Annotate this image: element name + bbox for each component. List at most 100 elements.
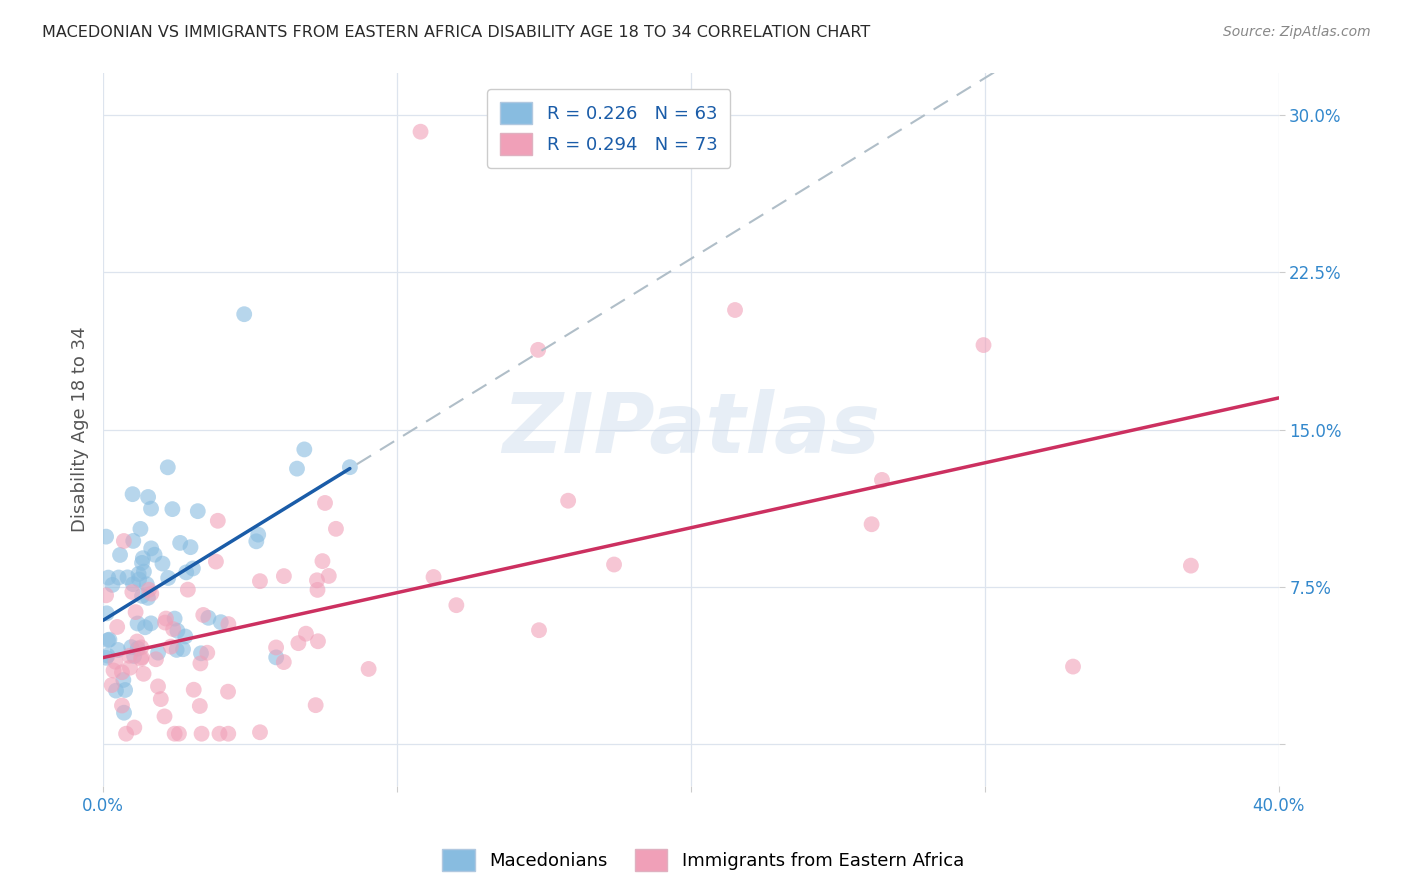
Point — [167, 727, 190, 741]
Point — [177, 582, 200, 597]
Point — [422, 570, 444, 584]
Point — [264, 650, 287, 665]
Point — [127, 616, 149, 631]
Point — [136, 591, 159, 605]
Point — [307, 582, 329, 597]
Point — [162, 622, 184, 636]
Point — [112, 706, 135, 720]
Point — [163, 612, 186, 626]
Point — [153, 615, 176, 630]
Point — [205, 555, 228, 569]
Point — [127, 634, 149, 648]
Point — [527, 343, 550, 357]
Point — [104, 655, 127, 669]
Point — [197, 611, 219, 625]
Point — [162, 502, 184, 516]
Point — [249, 725, 271, 739]
Point — [124, 721, 146, 735]
Text: Source: ZipAtlas.com: Source: ZipAtlas.com — [1223, 25, 1371, 39]
Point — [136, 490, 159, 504]
Point — [339, 460, 361, 475]
Point — [103, 664, 125, 678]
Point — [181, 561, 204, 575]
Point — [247, 527, 270, 541]
Point — [446, 598, 468, 612]
Point — [217, 727, 239, 741]
Point — [207, 514, 229, 528]
Point — [245, 534, 267, 549]
Point — [132, 551, 155, 566]
Point — [557, 493, 579, 508]
Point — [111, 698, 134, 713]
Point — [132, 666, 155, 681]
Point — [179, 540, 201, 554]
Point — [124, 605, 146, 619]
Point — [97, 633, 120, 648]
Point — [94, 650, 117, 665]
Point — [357, 662, 380, 676]
Point — [264, 640, 287, 655]
Point — [190, 727, 212, 741]
Point — [183, 682, 205, 697]
Point — [122, 648, 145, 663]
Point — [217, 617, 239, 632]
Point — [149, 692, 172, 706]
Point — [120, 640, 142, 654]
Point — [129, 522, 152, 536]
Point — [129, 652, 152, 666]
Point — [209, 615, 232, 629]
Point — [153, 709, 176, 723]
Point — [146, 646, 169, 660]
Point — [117, 570, 139, 584]
Point — [107, 570, 129, 584]
Point — [307, 634, 329, 648]
Point — [174, 630, 197, 644]
Point — [314, 496, 336, 510]
Point — [305, 574, 328, 588]
Point — [190, 646, 212, 660]
Point — [97, 571, 120, 585]
Point — [152, 557, 174, 571]
Point — [273, 655, 295, 669]
Point — [131, 556, 153, 570]
Point — [121, 487, 143, 501]
Point — [188, 698, 211, 713]
Point — [129, 640, 152, 655]
Point — [311, 554, 333, 568]
Point — [603, 558, 626, 572]
Point — [1062, 659, 1084, 673]
Point — [187, 504, 209, 518]
Point — [138, 582, 160, 597]
Point — [195, 646, 218, 660]
Text: MACEDONIAN VS IMMIGRANTS FROM EASTERN AFRICA DISABILITY AGE 18 TO 34 CORRELATION: MACEDONIAN VS IMMIGRANTS FROM EASTERN AF… — [42, 25, 870, 40]
Point — [249, 574, 271, 589]
Point — [131, 589, 153, 603]
Point — [860, 517, 883, 532]
Point — [141, 541, 163, 556]
Point — [163, 727, 186, 741]
Point — [141, 586, 163, 600]
Point — [111, 665, 134, 680]
Point — [166, 624, 188, 638]
Text: ZIPatlas: ZIPatlas — [502, 389, 880, 470]
Point — [208, 727, 231, 741]
Point — [146, 680, 169, 694]
Point — [193, 607, 215, 622]
Point — [156, 460, 179, 475]
Point — [325, 522, 347, 536]
Point — [112, 534, 135, 549]
Legend: Macedonians, Immigrants from Eastern Africa: Macedonians, Immigrants from Eastern Afr… — [434, 842, 972, 879]
Point — [94, 588, 117, 602]
Point — [132, 565, 155, 579]
Point — [115, 727, 138, 741]
Point — [157, 571, 180, 585]
Point — [724, 303, 747, 318]
Point — [305, 698, 328, 713]
Point — [96, 648, 118, 663]
Point — [292, 442, 315, 457]
Point — [112, 673, 135, 687]
Point — [139, 616, 162, 631]
Point — [105, 683, 128, 698]
Point — [105, 620, 128, 634]
Point — [128, 566, 150, 581]
